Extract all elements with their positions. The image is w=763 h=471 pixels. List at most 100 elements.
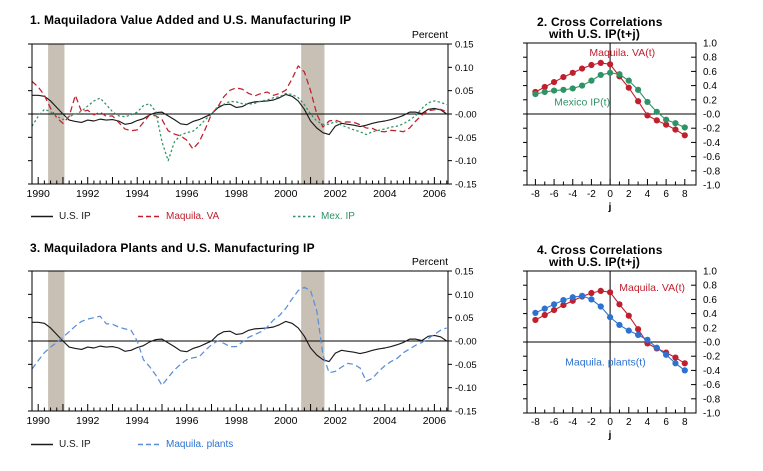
tick-label: -1.0 [703, 409, 721, 420]
tick-label: -8 [531, 417, 540, 428]
tick-label: 1998 [225, 188, 249, 200]
legend-item-maquila-va: Maquila. VA [137, 210, 219, 222]
series-inline-label: Maquila. VA(t) [589, 47, 655, 59]
series-maquila-plants [31, 286, 447, 386]
series-mexico-ip-t- [532, 69, 688, 131]
legend-label-us-ip: U.S. IP [59, 210, 91, 222]
tick-label: 0 [607, 189, 613, 200]
tick-label: -0.2 [703, 124, 721, 135]
tick-label: 0 [607, 417, 613, 428]
series-inline-label: Maquila. VA(t) [619, 282, 685, 294]
plot-border [31, 43, 449, 185]
tick-label: 0.05 [455, 313, 474, 324]
tick-label: -6 [550, 417, 559, 428]
tick-label: -0.6 [703, 380, 721, 391]
legend-item-us-ip-2: U.S. IP [30, 438, 91, 450]
tick-label: 0.8 [703, 53, 717, 64]
series-maquila-va-t- [532, 59, 688, 139]
tick-label: 0.4 [703, 309, 717, 320]
legend-label-us-ip-2: U.S. IP [59, 438, 91, 450]
tick-label: -8 [531, 189, 540, 200]
legend-label-mex-ip: Mex. IP [321, 210, 355, 222]
tick-label: 0.15 [455, 267, 474, 278]
tick-label: 2006 [423, 415, 447, 427]
tick-label: 0.10 [455, 63, 474, 74]
tick-label: -2 [587, 189, 596, 200]
tick-label: 1992 [76, 415, 100, 427]
panel3-plot-area: 0.15 0.10 0.05 -0.00 -0.05 -0.10 -0.15 1990 1992… [27, 267, 477, 428]
tick-label: 0.2 [703, 323, 717, 334]
tick-label: 1996 [175, 188, 199, 200]
tick-label: -0.8 [703, 394, 721, 405]
tick-label: -0.2 [703, 352, 721, 363]
tick-label: 1.0 [703, 267, 717, 278]
panel1-plot-area: 0.15 0.10 0.05 -0.00 -0.05 -0.10 -0.15 1990 1992… [27, 40, 477, 201]
tick-label: -0.6 [703, 152, 721, 163]
panel3-title: 3. Maquiladora Plants and U.S. Manufactu… [30, 241, 315, 255]
tick-label: 0.6 [703, 295, 717, 306]
panel4-xaxis-label: j [608, 429, 612, 441]
tick-label: 0.15 [455, 40, 474, 51]
tick-label: 0.10 [455, 290, 474, 301]
series-inline-label: Mexico IP(t) [554, 96, 610, 108]
panel4-title-line1: 4. Cross Correlations [537, 243, 663, 257]
series-inline-label: Maquila. plants(t) [565, 356, 646, 368]
tick-label: 2000 [274, 415, 298, 427]
tick-label: 0.6 [703, 67, 717, 78]
tick-label: 1996 [175, 415, 199, 427]
tick-label: -1.0 [703, 181, 721, 192]
panel1-title: 1. Maquiladora Value Added and U.S. Manu… [30, 13, 352, 27]
panel2-title-line1: 2. Cross Correlations [537, 15, 663, 29]
panel2-plot-area: -8 -6 -4 -2 0 2 4 6 8 1.0 0.8 0.6 0.4 0.2 -0.0 -0.2 -0.4… [523, 39, 721, 200]
tick-label: 1998 [225, 415, 249, 427]
panel4-plot-area: -8 -6 -4 -2 0 2 4 6 8 1.0 0.8 0.6 0.4 0.2 -0.0 -0.2 -0.4… [523, 267, 721, 428]
tick-label: -0.00 [455, 110, 477, 121]
legend-label-maquila-plants: Maquila. plants [166, 438, 234, 450]
tick-label: -0.05 [455, 360, 477, 371]
tick-label: -0.05 [455, 133, 477, 144]
tick-label: 0.4 [703, 81, 717, 92]
tick-label: 2002 [324, 415, 348, 427]
tick-label: -0.00 [455, 337, 477, 348]
tick-label: -0.15 [455, 407, 477, 418]
tick-label: 4 [645, 189, 651, 200]
panel2-title-line2: with U.S. IP(t+j) [549, 27, 641, 41]
tick-label: -2 [587, 417, 596, 428]
tick-label: -4 [568, 189, 577, 200]
plot-border [526, 270, 697, 414]
tick-label: 6 [663, 189, 669, 200]
series-u-s-ip [32, 93, 448, 136]
tick-label: 2004 [373, 188, 397, 200]
series-maquila-va [31, 65, 447, 150]
us-ip-line-sample-icon [31, 443, 53, 445]
tick-label: 1994 [126, 188, 150, 200]
legend-label-maquila-va: Maquila. VA [166, 210, 220, 222]
tick-label: 1990 [27, 188, 51, 200]
tick-label: -0.15 [455, 180, 477, 191]
tick-label: 2 [626, 189, 632, 200]
tick-label: 2002 [324, 188, 348, 200]
tick-label: 0.8 [703, 281, 717, 292]
tick-label: -0.4 [703, 138, 721, 149]
tick-label: 4 [645, 417, 651, 428]
tick-label: -6 [550, 189, 559, 200]
us-ip-line-sample-icon [31, 215, 53, 217]
panel4-title-line2: with U.S. IP(t+j) [549, 255, 641, 269]
tick-label: -0.10 [455, 383, 477, 394]
tick-label: 8 [682, 417, 688, 428]
tick-label: 2000 [274, 188, 298, 200]
series-u-s-ip [32, 320, 448, 363]
legend-item-mex-ip: Mex. IP [292, 210, 355, 222]
series-maquila-plants-t- [532, 292, 688, 374]
panel3-unit-label: Percent [411, 256, 448, 268]
tick-label: -0.0 [703, 110, 721, 121]
legend-item-maquila-plants: Maquila. plants [137, 438, 233, 450]
tick-label: 0.2 [703, 95, 717, 106]
tick-label: 1994 [126, 415, 150, 427]
tick-label: 2004 [373, 415, 397, 427]
tick-label: 8 [682, 189, 688, 200]
